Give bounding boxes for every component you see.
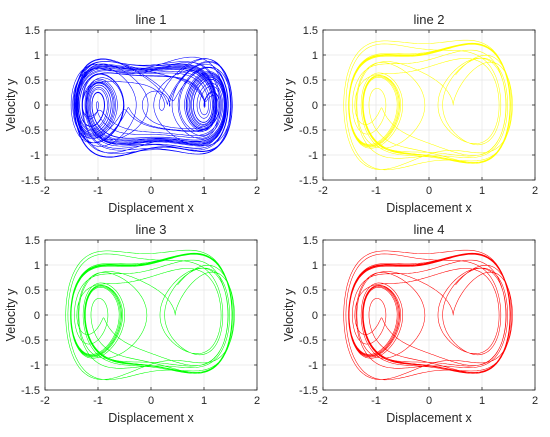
x-tick-label: 2 (532, 395, 538, 407)
x-tick-label: 0 (426, 185, 432, 197)
y-tick-label: -1 (30, 360, 40, 372)
chart-panel-1: -2 -1 0 1 2 1.5 1 0.5 0 -0.5 -1 -1.5 line 1 Displacem… (4, 12, 260, 215)
y-axis-label: Velocity y (282, 78, 296, 132)
chart-title: line 2 (413, 12, 444, 27)
y-tick-label: -1.5 (21, 385, 40, 397)
y-tick-label: 0 (34, 100, 40, 112)
series-line (343, 39, 513, 171)
y-axis-label: Velocity y (4, 288, 18, 342)
y-tick-label: 0.5 (303, 75, 318, 87)
y-tick-label: 1.5 (303, 25, 318, 37)
y-tick-label: 1 (34, 50, 40, 62)
x-tick-label: 2 (254, 395, 260, 407)
x-tick-label: 0 (148, 185, 154, 197)
x-tick-label: -2 (318, 185, 328, 197)
x-tick-label: -1 (93, 185, 103, 197)
series-line (65, 249, 235, 381)
y-tick-label: -1.5 (21, 175, 40, 187)
chart-title: line 3 (135, 222, 166, 237)
x-axis-label: Displacement x (108, 411, 194, 425)
y-tick-label: -0.5 (21, 125, 40, 137)
x-axis-label: Displacement x (108, 201, 194, 215)
x-tick-label: 1 (201, 185, 207, 197)
x-tick-label: 2 (254, 185, 260, 197)
x-tick-label: 2 (532, 185, 538, 197)
x-axis-label: Displacement x (386, 411, 472, 425)
chart-title: line 4 (413, 222, 444, 237)
x-tick-label: 0 (426, 395, 432, 407)
y-tick-label: -0.5 (21, 335, 40, 347)
y-tick-label: -0.5 (299, 335, 318, 347)
x-tick-label: 1 (201, 395, 207, 407)
y-tick-label: 1 (34, 260, 40, 272)
y-tick-label: 0 (34, 310, 40, 322)
y-tick-label: -1 (308, 360, 318, 372)
chart-panel-4: -2 -1 0 1 2 1.5 1 0.5 0 -0.5 -1 -1.5 line 4 Displacem… (282, 222, 538, 425)
y-tick-label: 1.5 (303, 235, 318, 247)
y-tick-label: -0.5 (299, 125, 318, 137)
y-axis-label: Velocity y (282, 288, 296, 342)
series-line (70, 56, 233, 158)
y-axis-label: Velocity y (4, 78, 18, 132)
x-tick-label: -1 (371, 395, 381, 407)
y-tick-label: -1.5 (299, 385, 318, 397)
y-tick-label: 1.5 (25, 25, 40, 37)
y-tick-label: 0.5 (25, 285, 40, 297)
y-tick-label: 0.5 (25, 75, 40, 87)
x-tick-label: -1 (93, 395, 103, 407)
y-tick-label: 1.5 (25, 235, 40, 247)
x-tick-label: -2 (40, 395, 50, 407)
y-tick-label: 0 (312, 100, 318, 112)
y-tick-label: -1.5 (299, 175, 318, 187)
y-tick-label: -1 (30, 150, 40, 162)
chart-panel-2: -2 -1 0 1 2 1.5 1 0.5 0 -0.5 -1 -1.5 line 2 Displacem… (282, 12, 538, 215)
x-tick-label: -2 (40, 185, 50, 197)
series-line (343, 249, 513, 381)
chart-panel-3: -2 -1 0 1 2 1.5 1 0.5 0 -0.5 -1 -1.5 line 3 Displacem… (4, 222, 260, 425)
y-tick-label: 0 (312, 310, 318, 322)
x-axis-label: Displacement x (386, 201, 472, 215)
chart-title: line 1 (135, 12, 166, 27)
y-tick-label: -1 (308, 150, 318, 162)
y-tick-label: 0.5 (303, 285, 318, 297)
x-tick-label: 0 (148, 395, 154, 407)
x-tick-label: -2 (318, 395, 328, 407)
x-tick-label: -1 (371, 185, 381, 197)
y-tick-label: 1 (312, 260, 318, 272)
x-tick-label: 1 (479, 185, 485, 197)
y-tick-label: 1 (312, 50, 318, 62)
x-tick-label: 1 (479, 395, 485, 407)
